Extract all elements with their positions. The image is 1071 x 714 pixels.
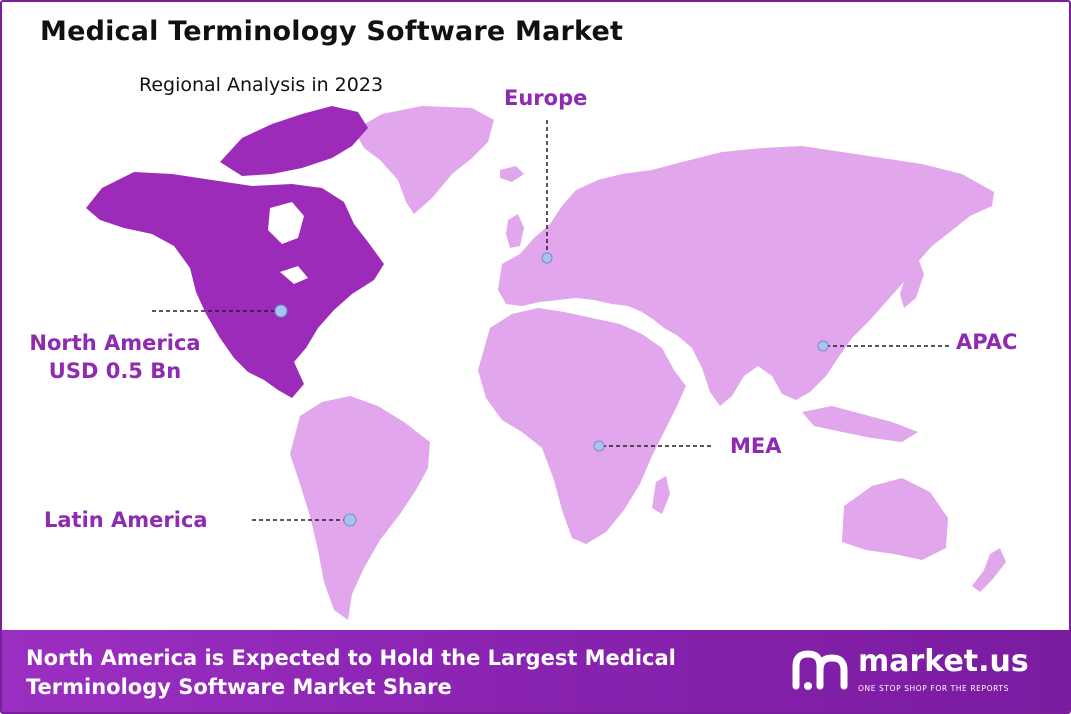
marker-north-america xyxy=(274,304,288,318)
label-latin-america: Latin America xyxy=(44,508,208,532)
southeast-asia-islands xyxy=(802,406,918,442)
label-north-america-value: USD 0.5 Bn xyxy=(48,359,182,383)
new-zealand xyxy=(972,548,1006,592)
great-lakes xyxy=(280,266,308,284)
marker-mea xyxy=(593,440,605,452)
japan xyxy=(900,258,924,308)
footer-line-1: North America is Expected to Hold the La… xyxy=(26,646,676,670)
region-markers xyxy=(274,252,829,527)
marker-latin-america xyxy=(343,513,357,527)
leader-lines xyxy=(152,120,950,521)
footer-statement: North America is Expected to Hold the La… xyxy=(26,644,746,702)
north-america-mainland xyxy=(86,172,384,398)
marker-europe xyxy=(541,252,553,264)
page-title: Medical Terminology Software Market xyxy=(40,16,624,47)
british-isles xyxy=(506,214,524,248)
land-masses xyxy=(290,106,1006,620)
label-north-america-name: North America xyxy=(29,331,201,355)
footer-banner: North America is Expected to Hold the La… xyxy=(2,630,1069,712)
page-subtitle: Regional Analysis in 2023 xyxy=(139,74,384,96)
label-mea: MEA xyxy=(730,434,782,458)
label-north-america: North America USD 0.5 Bn xyxy=(20,329,210,385)
market-us-logo-icon xyxy=(792,650,848,690)
label-europe: Europe xyxy=(504,86,588,110)
australia xyxy=(842,478,948,560)
brand-tagline: ONE STOP SHOP FOR THE REPORTS xyxy=(858,684,1009,693)
north-america-highlight xyxy=(86,106,384,398)
greenland xyxy=(354,106,494,214)
label-apac: APAC xyxy=(956,330,1018,354)
canadian-archipelago xyxy=(220,106,368,176)
hudson-bay xyxy=(268,202,304,244)
footer-line-2: Terminology Software Market Share xyxy=(26,675,452,699)
south-america xyxy=(290,396,430,620)
iceland xyxy=(500,166,524,182)
brand-name: market.us xyxy=(858,644,1029,679)
madagascar xyxy=(652,476,670,514)
eurasia xyxy=(498,146,994,406)
brand-logo: market.us ONE STOP SHOP FOR THE REPORTS xyxy=(792,644,1052,700)
world-map xyxy=(86,106,1006,620)
africa xyxy=(478,308,686,544)
marker-apac xyxy=(817,340,829,352)
